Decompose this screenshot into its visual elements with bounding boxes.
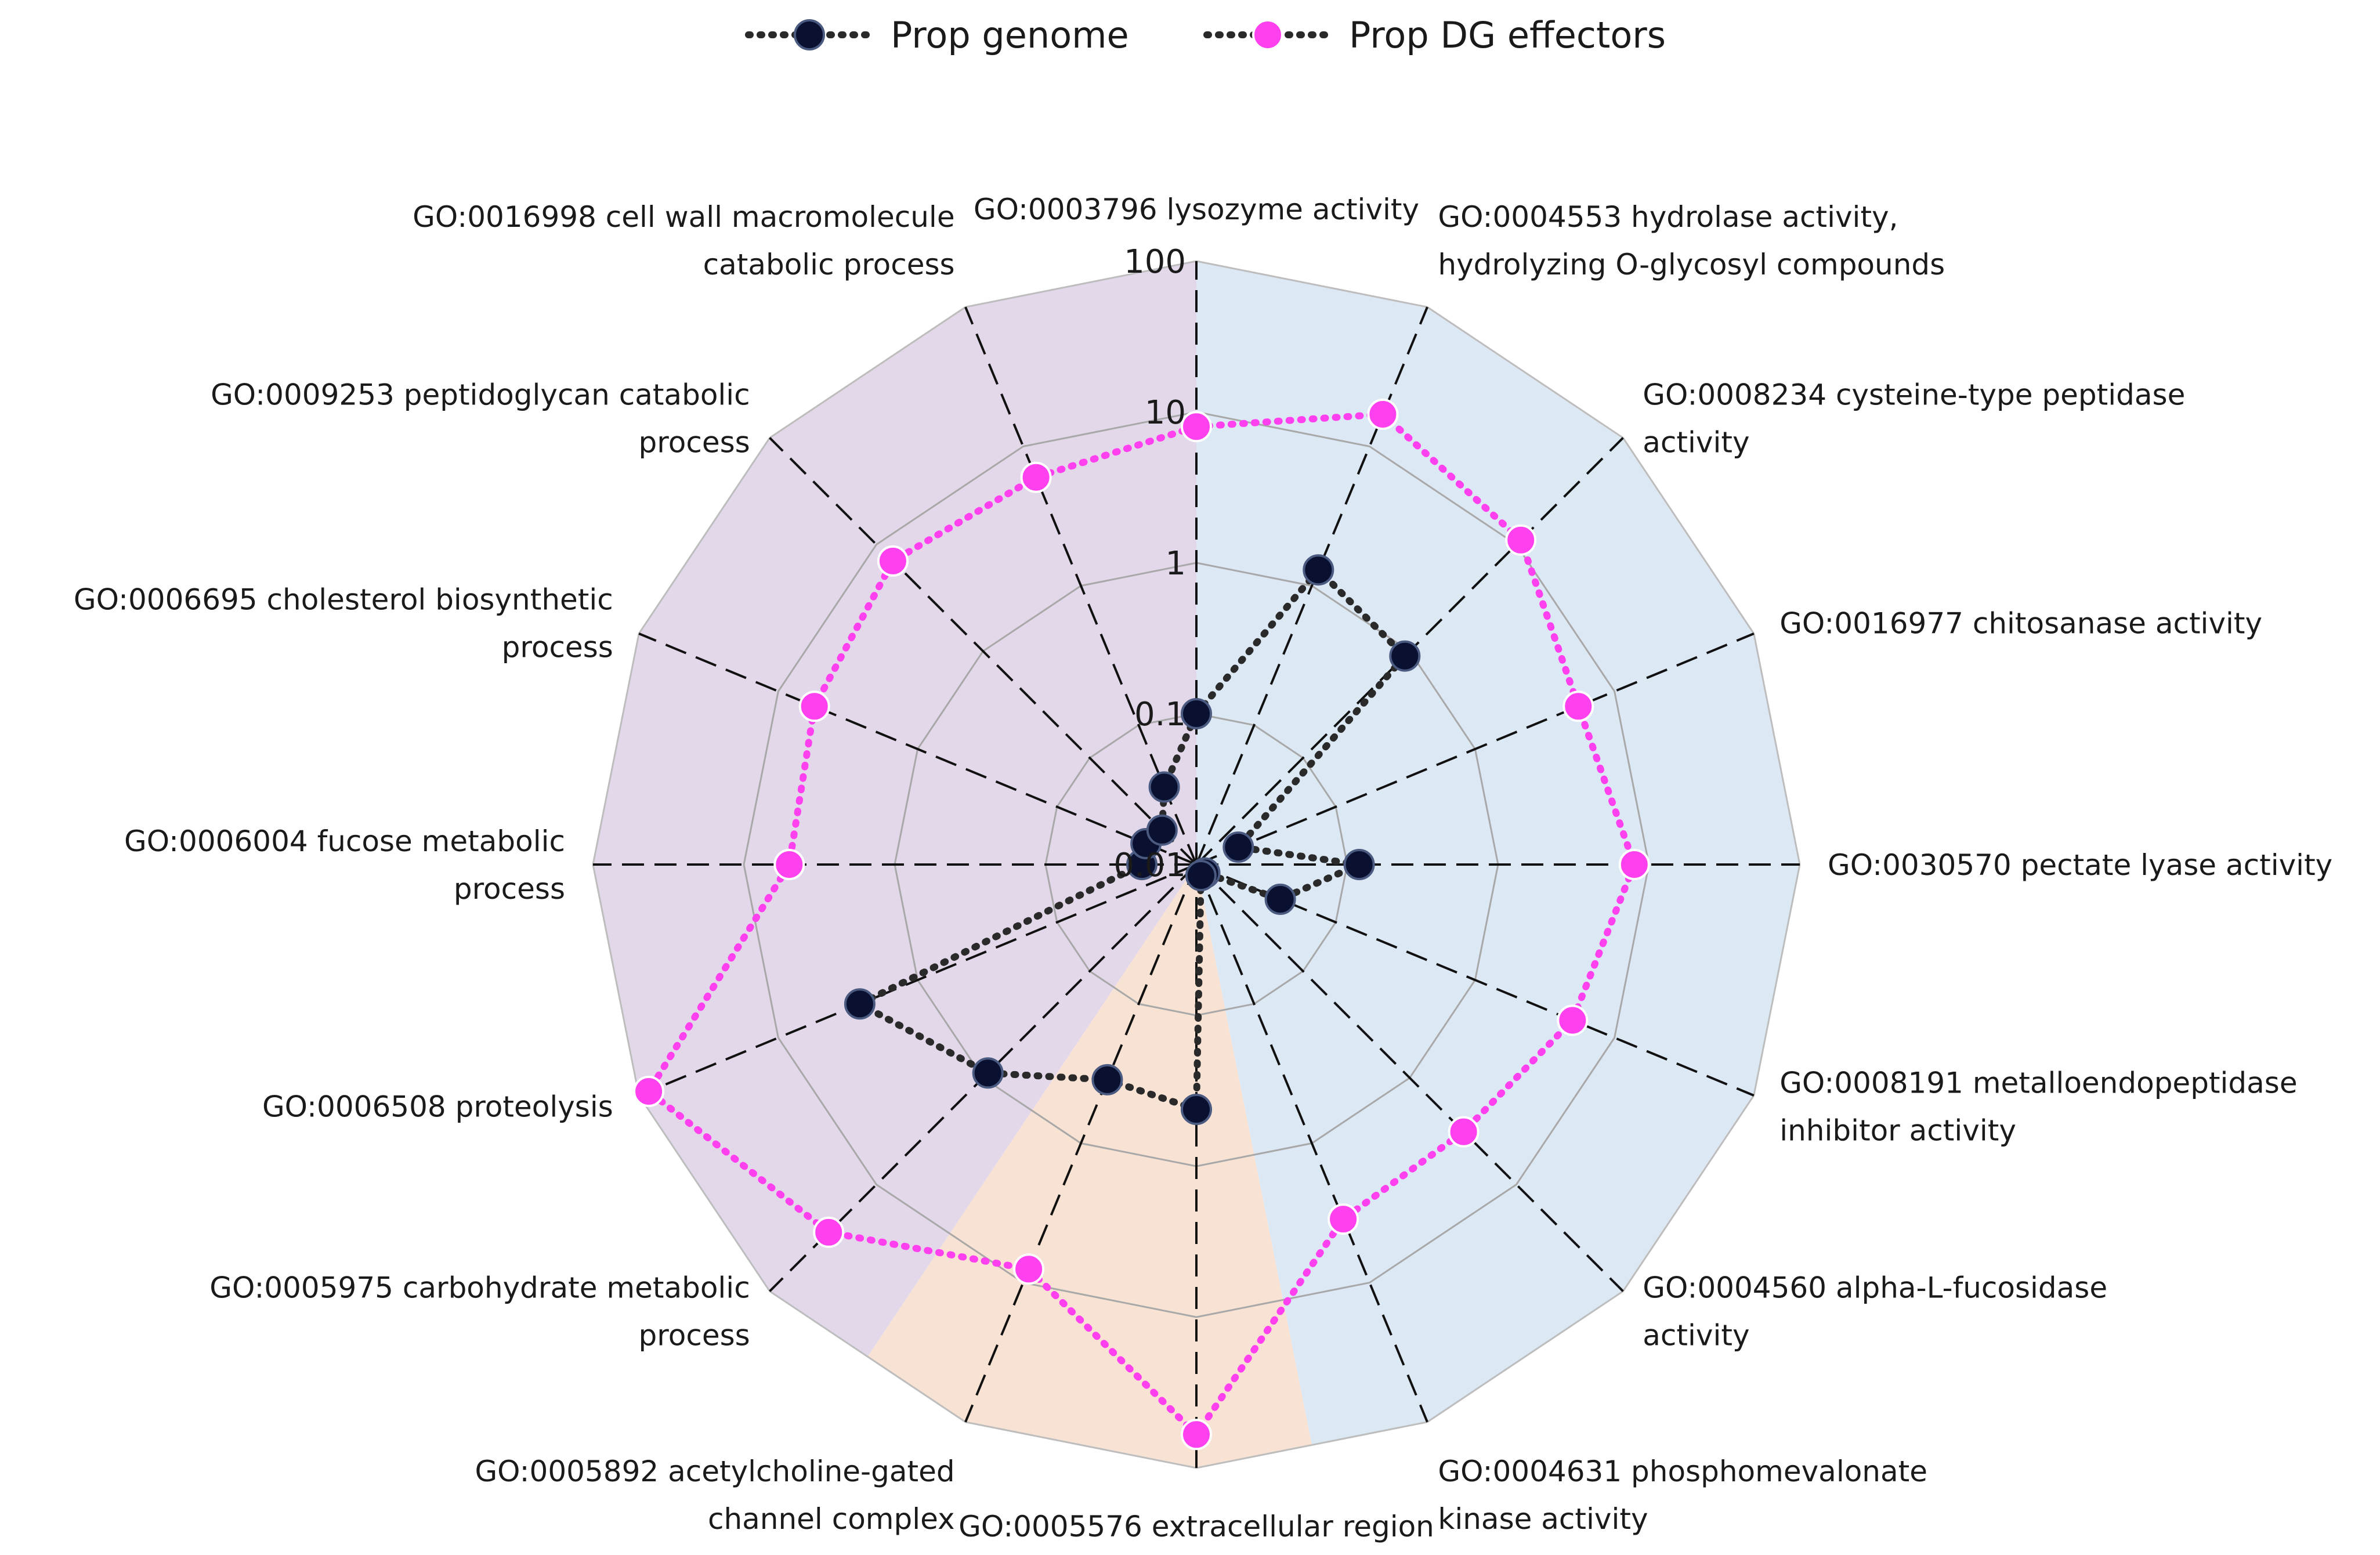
series-1-point bbox=[1181, 1419, 1212, 1451]
category-label: GO:0004560 alpha-L-fucosidase activity bbox=[1643, 1271, 2107, 1352]
series-1-point bbox=[633, 1076, 665, 1107]
series-1-point bbox=[798, 690, 830, 722]
category-label-line: channel complex bbox=[708, 1502, 955, 1536]
category-label: GO:0005576 extracellular region bbox=[958, 1510, 1434, 1543]
series-0-point bbox=[1091, 1064, 1123, 1095]
series-0-point bbox=[1181, 1094, 1212, 1125]
category-label: GO:0006695 cholesterol biosynthetic proce… bbox=[74, 583, 613, 664]
series-0-point bbox=[972, 1057, 1004, 1089]
category-label: GO:0008191 metalloendopeptidase inhibitor… bbox=[1779, 1066, 2297, 1147]
category-label-line: GO:0004560 alpha-L-fucosidase bbox=[1643, 1271, 2107, 1304]
tick-label: 100 bbox=[1124, 243, 1186, 281]
series-1-point bbox=[1367, 399, 1399, 430]
category-label: GO:0006004 fucose metabolic process bbox=[124, 824, 565, 906]
series-1-point bbox=[1013, 1253, 1045, 1285]
category-label-line: GO:0006508 proteolysis bbox=[262, 1090, 613, 1123]
spoke bbox=[1195, 864, 1428, 1423]
category-label-line: activity bbox=[1643, 426, 1749, 460]
category-label: GO:0004631 phosphomevalonate kinase activ… bbox=[1438, 1455, 1927, 1536]
spoke bbox=[638, 863, 1197, 1097]
series-0-point bbox=[1185, 860, 1217, 891]
category-label-line: GO:0016977 chitosanase activity bbox=[1779, 607, 2262, 641]
series-0-point bbox=[1148, 771, 1180, 803]
category-label-line: GO:0006695 cholesterol biosynthetic bbox=[74, 583, 613, 617]
grid-ring bbox=[743, 411, 1650, 1318]
category-label-line: GO:0005975 carbohydrate metabolic bbox=[209, 1271, 750, 1304]
category-label: GO:0008234 cysteine-type peptidase activi… bbox=[1643, 378, 2185, 460]
category-label-line: GO:0004553 hydrolase activity, bbox=[1438, 200, 1898, 234]
spoke bbox=[1195, 863, 1624, 1292]
category-label-line: activity bbox=[1643, 1318, 1749, 1352]
series-1-point bbox=[1448, 1116, 1480, 1148]
category-label-line: GO:0005576 extracellular region bbox=[958, 1510, 1434, 1543]
legend-label-1: Prop DG effectors bbox=[1349, 14, 1666, 56]
series-1-point bbox=[1618, 849, 1650, 880]
category-label-line: kinase activity bbox=[1438, 1502, 1648, 1536]
series-1-point bbox=[1328, 1203, 1359, 1235]
series-1-point bbox=[813, 1216, 845, 1248]
series-0-point bbox=[1181, 698, 1212, 729]
series-1-point bbox=[1557, 1004, 1589, 1036]
series-1-point bbox=[877, 545, 909, 577]
series-0-point bbox=[1389, 640, 1421, 672]
series-1-point bbox=[1562, 690, 1594, 722]
legend-label-0: Prop genome bbox=[891, 14, 1129, 56]
category-label-line: GO:0030570 pectate lyase activity bbox=[1828, 848, 2332, 882]
tick-label: 0.01 bbox=[1113, 847, 1186, 884]
category-label-line: GO:0003796 lysozyme activity bbox=[974, 193, 1419, 226]
tick-label: 1 bbox=[1165, 545, 1186, 583]
category-label-line: hydrolyzing O-glycosyl compounds bbox=[1438, 248, 1945, 281]
category-label: GO:0005975 carbohydrate metabolic process bbox=[209, 1271, 750, 1352]
series-0-point bbox=[1146, 814, 1178, 846]
series-0-point bbox=[1222, 831, 1254, 863]
category-label: GO:0006508 proteolysis bbox=[262, 1090, 613, 1123]
legend-marker-1 bbox=[1252, 19, 1283, 50]
category-label: GO:0016998 cell wall macromolecule catabo… bbox=[413, 200, 954, 281]
sector-molecular-function bbox=[1196, 261, 1800, 1445]
sector-biological-process bbox=[593, 261, 1196, 1357]
tick-label: 10 bbox=[1145, 394, 1186, 432]
series-0-point bbox=[1343, 849, 1375, 880]
category-label-line: process bbox=[502, 631, 613, 664]
category-label-line: process bbox=[454, 872, 565, 906]
category-label-line: inhibitor activity bbox=[1779, 1113, 2016, 1147]
category-label-line: GO:0004631 phosphomevalonate bbox=[1438, 1455, 1927, 1488]
category-label-line: process bbox=[639, 426, 750, 460]
series-1-point bbox=[773, 849, 805, 880]
category-label-line: GO:0008234 cysteine-type peptidase bbox=[1643, 378, 2185, 412]
category-label: GO:0005892 acetylcholine-gated channel co… bbox=[475, 1455, 954, 1536]
category-label-line: catabolic process bbox=[703, 248, 955, 281]
legend-marker-0 bbox=[794, 19, 825, 50]
series-0-point bbox=[844, 988, 876, 1020]
series-1-point bbox=[1505, 524, 1537, 556]
category-label-line: GO:0005892 acetylcholine-gated bbox=[475, 1455, 954, 1488]
spoke bbox=[964, 306, 1198, 865]
series-1-point bbox=[1020, 461, 1052, 493]
category-label: GO:0004553 hydrolase activity, hydrolyzin… bbox=[1438, 200, 1945, 281]
category-label: GO:0009253 peptidoglycan catabolic proces… bbox=[211, 378, 750, 460]
series-1-point bbox=[1181, 411, 1212, 443]
series-0-point bbox=[1264, 883, 1296, 915]
spoke bbox=[769, 437, 1198, 866]
spoke bbox=[638, 632, 1197, 866]
category-label-line: GO:0008191 metalloendopeptidase bbox=[1779, 1066, 2297, 1100]
category-label-line: GO:0006004 fucose metabolic bbox=[124, 824, 565, 858]
series-0-point bbox=[1303, 554, 1334, 586]
category-label: GO:0030570 pectate lyase activity bbox=[1828, 848, 2332, 882]
category-label-line: GO:0016998 cell wall macromolecule bbox=[413, 200, 954, 234]
category-label: GO:0003796 lysozyme activity bbox=[974, 193, 1419, 226]
category-label: GO:0016977 chitosanase activity bbox=[1779, 607, 2262, 641]
category-label-line: GO:0009253 peptidoglycan catabolic bbox=[211, 378, 750, 412]
category-label-line: process bbox=[639, 1318, 750, 1352]
spoke bbox=[964, 864, 1198, 1423]
tick-label: 0.1 bbox=[1134, 696, 1186, 733]
spoke bbox=[1196, 632, 1755, 866]
